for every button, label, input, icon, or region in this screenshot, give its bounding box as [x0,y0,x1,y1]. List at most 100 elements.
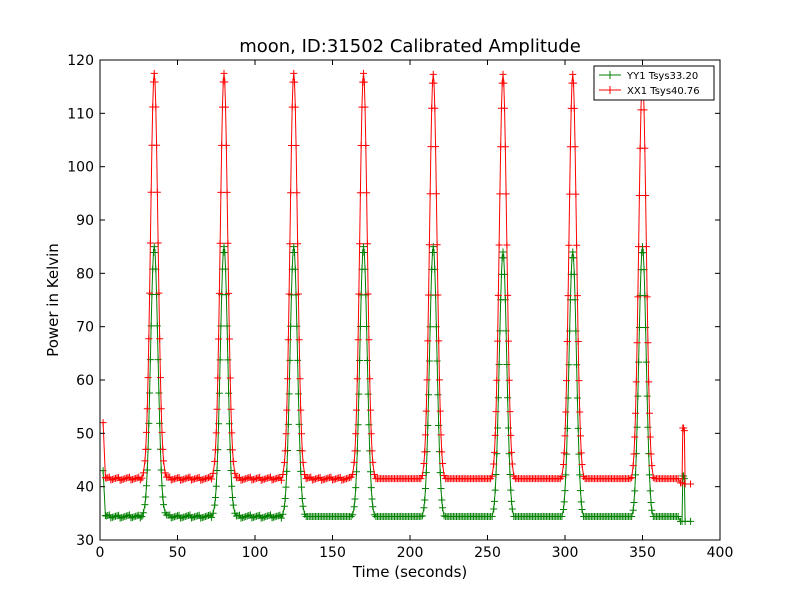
data-point [366,468,374,476]
y-tick-label: 50 [76,426,94,442]
data-point [286,240,294,248]
data-point [225,289,233,297]
data-point [370,511,378,519]
data-point [139,469,147,477]
data-point [298,430,305,438]
data-point [368,447,376,455]
data-point [563,377,571,385]
data-point [150,69,158,77]
data-point [153,141,161,149]
data-point [297,467,305,475]
data-point [645,409,653,417]
data-point [240,513,248,521]
data-point [231,469,239,477]
y-tick-label: 120 [67,53,94,69]
data-point [260,513,268,521]
data-point [158,482,166,490]
data-point [430,79,438,87]
data-point [491,431,499,439]
data-point [418,472,426,480]
data-point [180,513,188,521]
data-point [280,458,288,466]
data-point [494,337,502,345]
data-point [574,338,582,346]
data-point [203,512,211,520]
data-point [203,474,211,482]
data-point [213,466,221,474]
data-point [360,69,367,77]
y-tick-label: 90 [76,213,94,229]
data-point [439,459,447,467]
data-point [178,514,186,522]
data-point [368,495,376,503]
data-point [154,239,162,247]
data-point [422,469,430,477]
data-point [506,470,514,478]
data-point [211,493,219,501]
data-point [129,475,137,483]
data-point [100,419,107,427]
data-point [178,476,186,484]
data-point [490,448,498,456]
data-point [229,457,237,465]
data-point [130,513,138,521]
data-point [369,458,377,466]
data-point [631,487,639,495]
data-point [350,458,358,466]
data-point [631,433,639,441]
data-point [227,405,235,413]
data-point [558,513,566,521]
data-point [211,457,219,465]
data-point [563,338,571,346]
data-point [127,514,135,522]
data-point [282,430,290,438]
data-point [426,190,434,198]
data-point [360,249,368,257]
data-point [108,513,116,521]
data-point [181,513,189,521]
data-point [146,289,154,297]
legend-marker [606,71,614,79]
data-point [332,475,340,483]
data-point [491,486,499,494]
data-point [277,514,285,522]
legend: YY1 Tsys33.20 XX1 Tsys40.76 [593,65,715,101]
data-point [437,431,445,439]
data-point [145,335,153,343]
data-point [421,448,429,456]
data-point [488,472,496,480]
legend-label: YY1 Tsys33.20 [626,71,698,82]
data-point [283,406,291,414]
chart-title: moon, ID:31502 Calibrated Amplitude [239,36,581,57]
data-point [432,143,440,151]
data-point [640,106,648,114]
data-point [674,475,682,483]
data-point [290,69,298,77]
data-point [361,103,369,111]
data-point [172,512,180,520]
data-point [490,505,498,513]
data-point [500,79,508,87]
data-point [215,289,223,297]
data-point [561,432,569,440]
data-point [430,249,438,257]
data-point [422,407,430,415]
data-point [177,514,185,522]
data-point [338,476,346,484]
data-point [290,243,298,251]
data-point [220,243,228,251]
data-point [649,474,657,482]
data-point [648,506,656,514]
series-1 [100,69,695,488]
data-point [276,473,284,481]
data-point [129,513,137,521]
data-point [102,512,110,520]
data-point [138,513,146,521]
data-point [628,513,636,521]
data-point [508,505,516,513]
data-point [362,142,370,150]
data-point [209,509,217,517]
data-point [643,293,651,301]
data-point [215,335,223,343]
